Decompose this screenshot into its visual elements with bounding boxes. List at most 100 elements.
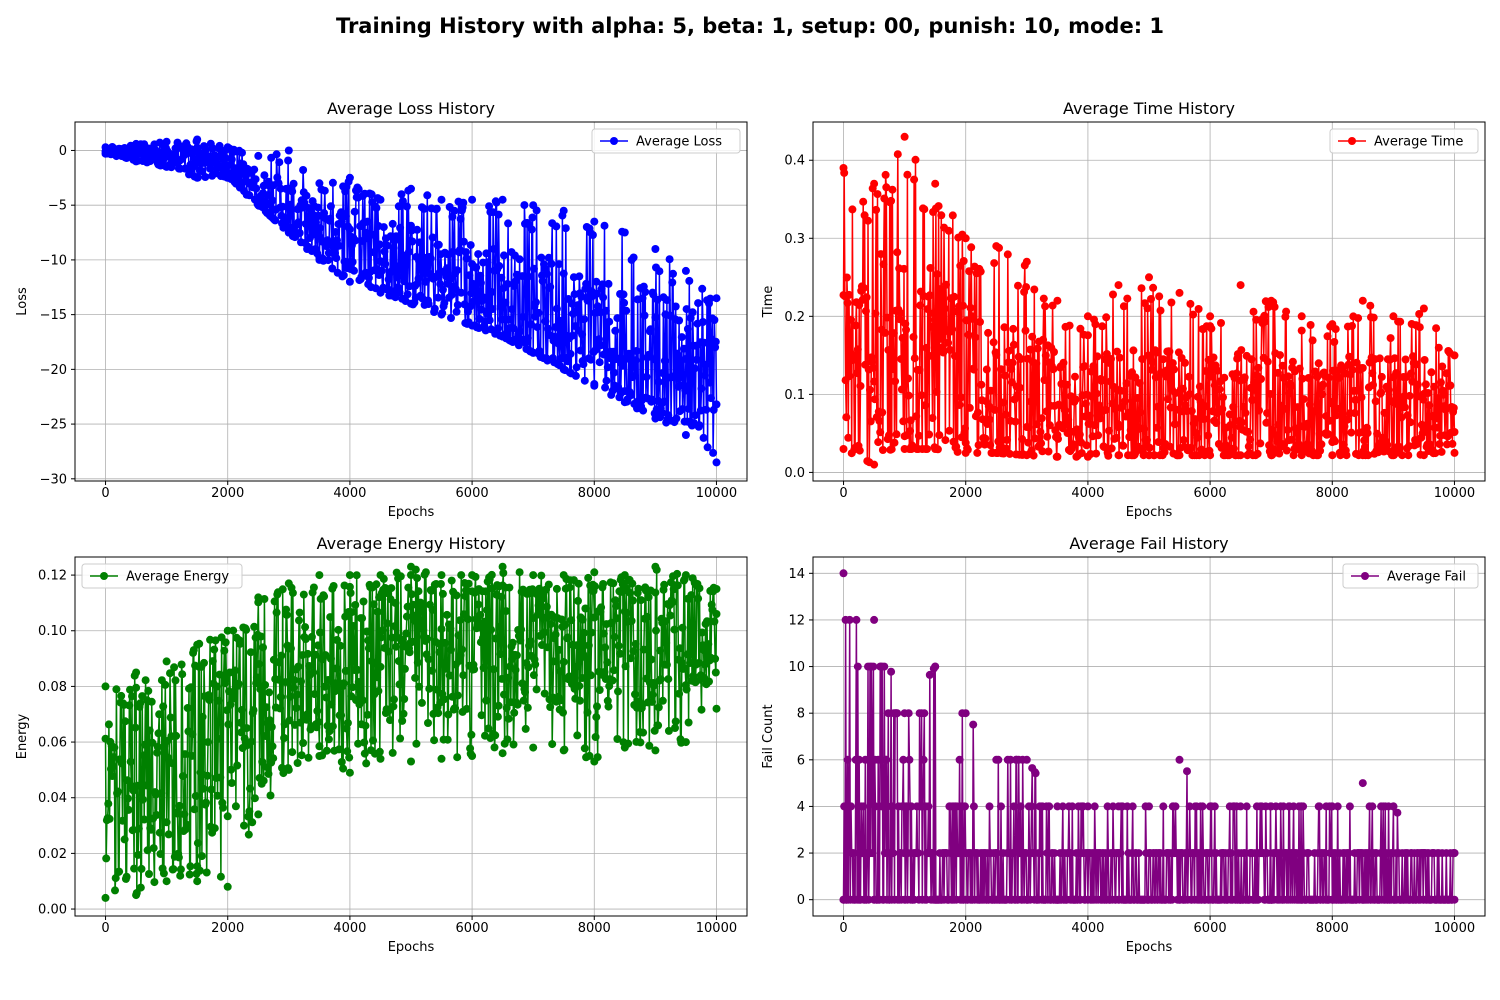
- y-tick-label: 0.10: [38, 624, 67, 639]
- data-point: [459, 237, 468, 246]
- data-point: [502, 704, 511, 712]
- data-point: [880, 662, 889, 671]
- subplot-title: Average Fail History: [1069, 534, 1228, 553]
- data-point: [162, 137, 171, 146]
- data-point: [384, 275, 393, 284]
- data-point: [593, 289, 601, 298]
- data-point: [1297, 451, 1306, 460]
- data-point: [1145, 443, 1154, 452]
- data-point: [1089, 362, 1098, 371]
- data-point: [255, 660, 263, 668]
- legend: Average Loss: [591, 128, 741, 154]
- data-point: [337, 711, 346, 720]
- data-point: [529, 671, 538, 680]
- data-point: [889, 329, 898, 338]
- data-point: [1033, 344, 1042, 353]
- data-point: [881, 328, 889, 337]
- data-point: [1436, 378, 1445, 387]
- data-point: [164, 830, 173, 839]
- data-point: [550, 332, 559, 341]
- data-point: [945, 426, 954, 435]
- data-point: [1153, 423, 1162, 432]
- data-point: [534, 601, 543, 610]
- data-point: [1278, 361, 1287, 370]
- data-point: [524, 272, 533, 281]
- data-point: [407, 184, 415, 193]
- data-point: [1068, 802, 1077, 811]
- data-point: [855, 446, 864, 455]
- data-point: [1207, 324, 1216, 333]
- data-point: [640, 311, 649, 320]
- data-point: [961, 895, 970, 904]
- data-point: [1109, 802, 1117, 811]
- data-point: [668, 278, 677, 287]
- data-point: [1405, 391, 1414, 400]
- data-point: [137, 864, 146, 873]
- data-point: [147, 697, 156, 706]
- data-point: [592, 277, 601, 286]
- data-point: [1386, 334, 1395, 343]
- data-point: [1187, 443, 1196, 452]
- data-point: [293, 690, 301, 699]
- legend-label: Average Energy: [126, 570, 229, 585]
- data-point: [916, 301, 925, 310]
- data-point: [571, 371, 580, 380]
- data-point: [497, 273, 506, 282]
- legend-marker: [1361, 572, 1369, 580]
- data-point: [176, 871, 185, 880]
- data-point: [1244, 442, 1253, 451]
- data-point: [162, 818, 171, 827]
- data-point: [1415, 310, 1424, 318]
- data-point: [853, 662, 862, 671]
- x-tick-label: 8000: [578, 921, 611, 936]
- data-point: [989, 338, 998, 347]
- data-point: [453, 691, 462, 700]
- data-point: [885, 431, 893, 440]
- data-point: [631, 371, 639, 380]
- data-point: [350, 656, 358, 665]
- data-point: [265, 688, 274, 697]
- data-point: [509, 324, 518, 333]
- data-point: [118, 816, 127, 825]
- data-point: [499, 569, 508, 577]
- data-point: [645, 741, 654, 750]
- data-point: [498, 749, 507, 758]
- data-point: [1297, 802, 1306, 811]
- data-point: [369, 600, 378, 609]
- data-point: [1016, 383, 1024, 392]
- legend-marker: [610, 137, 618, 145]
- data-point: [1358, 779, 1367, 788]
- data-point: [1181, 358, 1189, 367]
- data-point: [685, 276, 694, 285]
- data-point: [252, 184, 261, 193]
- legend-marker: [1348, 137, 1356, 145]
- data-point: [126, 757, 135, 766]
- data-point: [262, 201, 271, 210]
- data-point: [494, 701, 503, 710]
- data-point: [451, 704, 460, 713]
- data-point: [701, 360, 710, 369]
- data-point: [953, 447, 962, 456]
- data-point: [314, 641, 322, 650]
- data-point: [1267, 895, 1276, 904]
- data-point: [447, 576, 456, 585]
- data-point: [348, 258, 357, 266]
- data-point: [933, 270, 942, 279]
- data-point: [101, 143, 110, 152]
- data-point: [226, 700, 235, 709]
- data-point: [249, 706, 258, 715]
- data-point: [1151, 373, 1160, 382]
- data-point: [584, 641, 593, 650]
- data-point: [577, 640, 586, 648]
- data-point: [134, 824, 143, 833]
- data-point: [1218, 404, 1227, 413]
- data-point: [1134, 849, 1143, 858]
- data-point: [1223, 442, 1232, 451]
- data-point: [1212, 419, 1221, 427]
- data-point: [590, 757, 599, 766]
- data-point: [310, 690, 319, 699]
- y-tick-label: 0.02: [38, 847, 67, 862]
- data-point: [660, 580, 669, 589]
- data-point: [648, 395, 656, 404]
- data-point: [985, 415, 994, 424]
